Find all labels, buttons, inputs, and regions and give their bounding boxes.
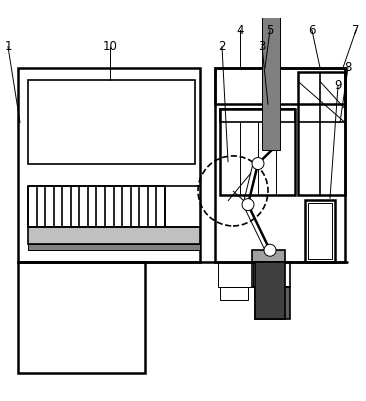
Text: 10: 10 (102, 40, 117, 53)
Bar (255, 287, 290, 319)
Bar (305, 200, 335, 262)
Bar (18, 68, 200, 262)
Text: 3: 3 (258, 40, 266, 53)
Bar (252, 262, 290, 287)
Bar (28, 244, 200, 250)
Circle shape (252, 158, 264, 170)
Bar (18, 262, 145, 373)
Text: 5: 5 (266, 24, 274, 37)
Text: 2: 2 (218, 40, 226, 53)
Bar (298, 72, 345, 195)
Circle shape (264, 244, 276, 256)
Bar (220, 109, 295, 122)
Bar (218, 262, 253, 287)
Text: 7: 7 (352, 24, 360, 37)
Bar (215, 68, 345, 104)
Bar (215, 68, 345, 262)
Bar (262, 0, 280, 150)
Bar (255, 262, 285, 319)
Text: 1: 1 (4, 40, 12, 53)
Text: 9: 9 (334, 79, 342, 93)
Bar (308, 203, 332, 259)
Bar (28, 227, 200, 244)
Bar (220, 287, 248, 300)
Bar (28, 186, 165, 227)
Bar (28, 79, 195, 164)
Bar (220, 109, 295, 195)
Bar (252, 250, 285, 262)
Circle shape (242, 198, 254, 211)
Text: 4: 4 (236, 24, 244, 37)
Text: 8: 8 (344, 61, 352, 74)
Text: 6: 6 (308, 24, 316, 37)
